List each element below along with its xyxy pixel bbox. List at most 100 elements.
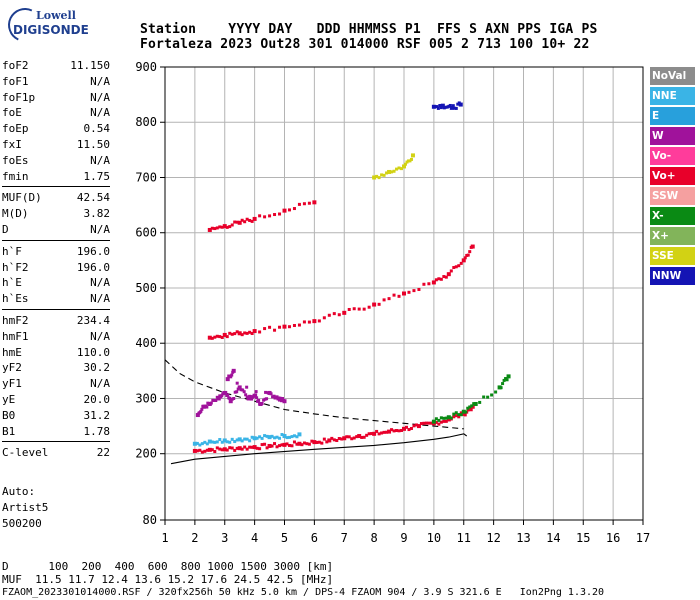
legend-item: W: [650, 127, 695, 145]
x-tick-label: 15: [576, 531, 590, 545]
echo-point: [287, 443, 291, 447]
echo-point: [452, 266, 456, 270]
echo-point: [392, 429, 396, 433]
legend-item: NoVal: [650, 67, 695, 85]
echo-point: [268, 214, 272, 218]
echo-point: [437, 422, 441, 426]
legend-item: X+: [650, 227, 695, 245]
echo-point: [302, 202, 306, 206]
echo-point: [410, 153, 415, 158]
y-tick-label: 900: [135, 60, 157, 74]
param-label: foEs: [2, 153, 29, 167]
echo-point: [264, 390, 268, 394]
echo-point: [249, 395, 253, 399]
echo-point: [240, 439, 244, 443]
echo-point: [195, 441, 199, 445]
echo-point: [367, 432, 371, 436]
param-row: foF1p N/A: [2, 90, 110, 106]
x-tick-label: 6: [311, 531, 318, 545]
echo-point: [297, 441, 302, 446]
param-value: 0.54: [83, 122, 111, 136]
x-tick-label: 16: [606, 531, 620, 545]
echo-point: [230, 437, 234, 441]
echo-point: [225, 440, 229, 444]
echo-point: [218, 447, 222, 451]
echo-point: [275, 435, 279, 439]
echo-point: [270, 434, 274, 438]
echo-point: [207, 227, 212, 232]
echo-point: [442, 416, 446, 420]
param-row: foEs N/A: [2, 153, 110, 169]
echo-point: [281, 397, 285, 401]
echo-point: [459, 413, 463, 417]
echo-point: [312, 440, 317, 445]
echo-point: [407, 290, 411, 294]
param-value: 196.0: [76, 244, 110, 258]
param-label: yF2: [2, 361, 22, 375]
param-row: h`F 196.0: [2, 244, 110, 260]
echo-point: [240, 447, 244, 451]
echo-point: [446, 272, 451, 277]
echo-point: [372, 302, 377, 307]
param-label: yF1: [2, 377, 22, 391]
echo-point: [457, 415, 461, 419]
echo-point: [431, 280, 436, 285]
echo-point: [213, 335, 217, 339]
param-value: 30.2: [83, 361, 111, 375]
echo-point: [260, 436, 264, 440]
echo-point: [282, 442, 287, 447]
echo-point: [454, 106, 458, 110]
echo-point: [340, 437, 344, 441]
echo-point: [287, 208, 291, 212]
echo-point: [397, 429, 401, 433]
echo-point: [278, 436, 282, 440]
x-tick-label: 8: [371, 531, 378, 545]
echo-point: [285, 442, 289, 446]
echo-point: [276, 396, 281, 401]
echo-point: [250, 219, 254, 223]
echo-point: [466, 406, 470, 410]
echo-point: [200, 450, 204, 454]
echo-point: [228, 331, 232, 335]
echo-point: [307, 201, 311, 205]
echo-point: [397, 294, 401, 298]
echo-point: [282, 434, 287, 439]
echo-point: [452, 412, 456, 416]
echo-point: [278, 398, 282, 402]
echo-point: [237, 331, 242, 336]
y-tick-label: 200: [135, 447, 157, 461]
param-label: foE: [2, 106, 22, 120]
echo-point: [224, 390, 228, 394]
echo-point: [248, 330, 252, 334]
auto-label: Auto:: [2, 485, 36, 498]
param-label: foF1: [2, 74, 29, 88]
echo-point: [258, 435, 262, 439]
echo-point: [222, 447, 227, 452]
echo-point: [198, 448, 202, 452]
echo-point: [220, 335, 224, 339]
echo-point: [422, 282, 426, 286]
y-tick-label: 80: [143, 513, 157, 527]
echo-point: [312, 200, 317, 205]
echo-point: [442, 419, 446, 423]
param-label: hmF2: [2, 313, 29, 327]
echo-point: [272, 394, 276, 398]
echo-point: [325, 440, 329, 444]
echo-point: [457, 264, 461, 268]
echo-point: [310, 439, 314, 443]
echo-point: [209, 401, 213, 405]
echo-point: [278, 444, 282, 448]
param-row: h`E N/A: [2, 275, 110, 291]
echo-point: [232, 396, 236, 400]
echo-point: [255, 446, 259, 450]
x-tick-label: 7: [341, 531, 348, 545]
param-label: fxI: [2, 137, 22, 151]
echo-point: [214, 398, 218, 402]
echo-point: [245, 217, 249, 221]
param-row: foE N/A: [2, 105, 110, 121]
echo-point: [414, 423, 418, 427]
echo-point: [337, 313, 341, 317]
echo-point: [468, 405, 472, 409]
legend-item: NNE: [650, 87, 695, 105]
echo-point: [464, 410, 468, 414]
